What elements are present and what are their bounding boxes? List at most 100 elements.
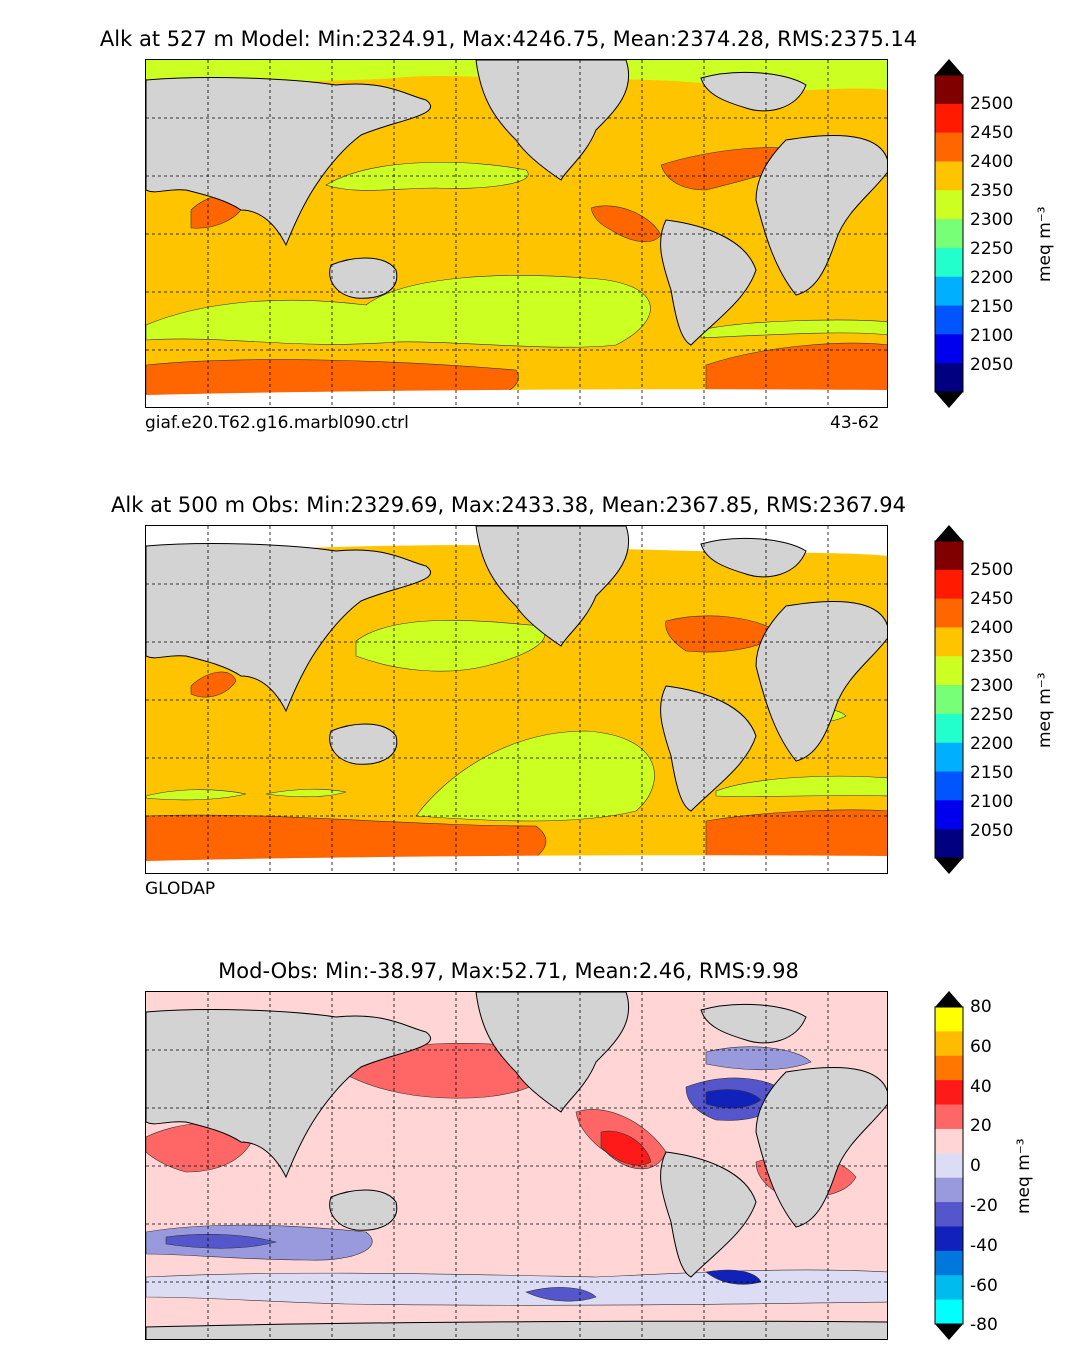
sio-green-2	[265, 788, 347, 798]
south-green	[146, 275, 651, 348]
colorbar-segment	[935, 800, 963, 830]
antarctic-edge	[146, 389, 887, 407]
colorbar-tick-label: 2400	[970, 152, 1014, 172]
land-north-america	[475, 992, 630, 1113]
colorbar-tick-label: -80	[970, 1315, 998, 1336]
colorbar-segment	[935, 334, 963, 364]
colorbar-tick-label: -40	[970, 1235, 998, 1256]
antarctic-edge	[146, 855, 887, 873]
natl-blue-core	[705, 1089, 762, 1109]
satl-green	[715, 775, 887, 797]
panel-3-colorbar	[934, 991, 964, 1340]
colorbar-extend-bottom	[935, 1324, 963, 1340]
colorbar-extend-top	[935, 59, 963, 75]
colorbar-segment	[935, 1031, 963, 1057]
spac-green	[415, 730, 655, 822]
colorbar-tick-label: 2450	[970, 123, 1014, 143]
colorbar-tick-label: 2350	[970, 181, 1014, 201]
so-lavender	[146, 1269, 887, 1306]
npac-green	[355, 620, 546, 672]
panel-3-map-svg	[146, 992, 887, 1339]
colorbar-segment	[935, 161, 963, 191]
arabian-orange	[190, 671, 237, 698]
colorbar-segment	[935, 771, 963, 801]
colorbar-tick-label: 2300	[970, 210, 1014, 230]
colorbar-segment	[935, 276, 963, 307]
land-north-america	[475, 526, 630, 647]
colorbar-segment	[935, 1128, 963, 1154]
panel-1-map-svg	[146, 60, 887, 407]
land-greenland	[700, 1003, 807, 1044]
colorbar-segment	[935, 132, 963, 162]
colorbar-segment	[935, 1226, 963, 1252]
panel-3-title: Mod-Obs: Min:-38.97, Max:52.71, Mean:2.4…	[218, 959, 799, 983]
map-grid	[146, 526, 887, 873]
natl-blue-north	[705, 1046, 812, 1071]
colorbar-tick-label: -20	[970, 1196, 998, 1216]
colorbar-segment	[935, 1153, 963, 1179]
colorbar-svg	[934, 991, 964, 1340]
colorbar-tick-label: 2150	[970, 763, 1014, 783]
colorbar-tick-label: 2250	[970, 239, 1014, 259]
colorbar-segment	[935, 1275, 963, 1301]
colorbar-segment	[935, 656, 963, 686]
colorbar-tick-label: 2400	[970, 618, 1014, 638]
satl-green	[700, 319, 887, 339]
colorbar-segment	[935, 1055, 963, 1081]
panel-1-map	[145, 59, 888, 408]
colorbar-segment	[935, 541, 963, 571]
colorbar-extend-bottom	[935, 392, 963, 408]
colorbar-tick-label: 2500	[970, 94, 1014, 114]
colorbar-segment	[935, 1104, 963, 1130]
colorbar-tick-label: 2450	[970, 589, 1014, 609]
panel-3-colorbar-unit: meq m⁻³	[1014, 1138, 1034, 1214]
colorbar-tick-label: 2350	[970, 647, 1014, 667]
panel-2-colorbar-unit: meq m⁻³	[1035, 672, 1055, 748]
colorbar-tick-label: 2300	[970, 676, 1014, 696]
epac-strong	[600, 1130, 652, 1166]
colorbar-segment	[935, 1177, 963, 1203]
land-south-america	[660, 685, 757, 812]
colorbar-segment	[935, 569, 963, 600]
land-africa	[755, 1067, 887, 1228]
land-greenland	[700, 71, 807, 112]
colorbar-tick-label: 2100	[970, 792, 1014, 812]
colorbar-segment	[935, 829, 963, 859]
land-greenland	[700, 537, 807, 578]
colorbar-svg	[934, 525, 964, 874]
colorbar-tick-label: -60	[970, 1275, 998, 1296]
colorbar-tick-label: 2050	[970, 355, 1014, 375]
colorbar-tick-label: 40	[970, 1076, 992, 1097]
colorbar-segment	[935, 190, 963, 220]
colorbar-tick-label: 2050	[970, 821, 1014, 841]
epac-orange	[590, 205, 662, 243]
colorbar-segment	[935, 219, 963, 249]
panel-1-title: Alk at 527 m Model: Min:2324.91, Max:424…	[99, 27, 918, 51]
panel-1-caption-left: giaf.e20.T62.g16.marbl090.ctrl	[145, 413, 409, 433]
panel-3-map	[145, 991, 888, 1340]
colorbar-segment	[935, 363, 963, 393]
colorbar-segment	[935, 1080, 963, 1106]
colorbar-extend-top	[935, 525, 963, 541]
colorbar-segment	[935, 742, 963, 773]
colorbar-tick-label: 2200	[970, 268, 1014, 288]
land-antarctica	[146, 1320, 887, 1339]
so-blue-patch	[525, 1287, 597, 1302]
colorbar-tick-label: 2500	[970, 560, 1014, 580]
panel-2-map	[145, 525, 888, 874]
land-north-america	[475, 60, 630, 181]
colorbar-extend-top	[935, 991, 963, 1007]
colorbar-tick-label: 60	[970, 1036, 992, 1057]
colorbar-segment	[935, 1250, 963, 1276]
panel-2-colorbar	[934, 525, 964, 874]
colorbar-segment	[935, 685, 963, 715]
colorbar-tick-label: 80	[970, 997, 992, 1017]
colorbar-segment	[935, 598, 963, 628]
colorbar-tick-label: 2100	[970, 326, 1014, 346]
map-grid	[146, 992, 887, 1339]
colorbar-segment	[935, 75, 963, 105]
colorbar-tick-label: 20	[970, 1116, 992, 1137]
colorbar-segment	[935, 713, 963, 744]
land-australia	[329, 1189, 398, 1231]
map-grid	[146, 60, 887, 407]
